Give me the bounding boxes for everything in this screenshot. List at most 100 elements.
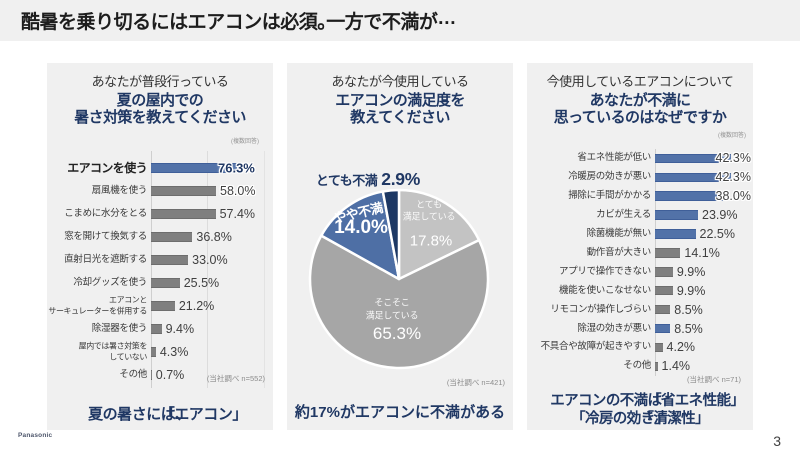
- panel-complaints-source: (当社調べ n=71): [687, 375, 741, 384]
- bar: [151, 278, 180, 289]
- bar: [655, 229, 696, 239]
- panel-satisfaction-header: あなたが今使用している: [331, 74, 469, 89]
- bar-category-label: 掃除に手間がかかる: [568, 189, 651, 201]
- pie-label-somewhat-satisfied: そこそこ 満足している: [366, 297, 419, 322]
- bar-value: 38.0%: [715, 189, 751, 204]
- bar: [655, 323, 671, 334]
- panel-title-line: 教えてください: [350, 109, 450, 127]
- bar-value: 8.5%: [674, 302, 703, 317]
- panel-satisfaction-takeaway: 約17%がエアコンに不満がある: [287, 404, 513, 421]
- bar-value: 4.3%: [159, 345, 189, 360]
- pie-slice: [397, 188, 481, 281]
- pie-slice: [381, 188, 401, 281]
- bar-value: 42.3%: [715, 151, 751, 166]
- panel-satisfaction-source: (当社調べ n=421): [446, 378, 505, 387]
- bar-row: 直射日光を遮断する 33.0%: [47, 248, 273, 271]
- gridline-0pct: [655, 149, 656, 376]
- bar-row: 不具合や故障が起きやすい 4.2%: [527, 338, 753, 357]
- bar-row: 除菌機能が無い 22.5%: [527, 225, 753, 244]
- bar: [151, 301, 175, 312]
- bar-row: リモコンが操作しづらい 8.5%: [527, 300, 753, 319]
- pie-label-very-satisfied: とても 満足している: [403, 199, 456, 222]
- gridline-100pct: [263, 150, 265, 388]
- bar-row: 屋内では暑さ対策を していない 4.3%: [47, 341, 273, 364]
- bar-category-label: 除湿器を使う: [91, 322, 148, 334]
- bar-value: 21.2%: [178, 299, 215, 314]
- heat-measures-bar-chart: エアコンを使う 76.3% 扇風機を使う 58.0% こまめに水分をとる 57.4% 窓を開…: [47, 150, 273, 388]
- bar-category-label: 除菌機能が無い: [586, 227, 652, 239]
- takeaway-line: 夏の暑さには、「エアコン」: [88, 406, 240, 423]
- bar-value: 36.8%: [196, 229, 232, 244]
- bar-category-label: 冷暖房の効きが悪い: [568, 171, 651, 183]
- bar: [655, 248, 681, 258]
- bar-category-label: カビが生える: [596, 208, 651, 220]
- bar-row: 除湿器を使う 9.4%: [47, 318, 273, 341]
- bar-value: 42.3%: [715, 170, 751, 185]
- bar-row: 冷却グッズを使う 25.5%: [47, 272, 273, 295]
- pie-label-line: そこそこ: [374, 297, 410, 308]
- panasonic-logo: Panasonic: [18, 432, 53, 439]
- bar-category-label: リモコンが操作しづらい: [550, 303, 651, 315]
- panel-heat-header: あなたが普段行っている: [91, 74, 229, 89]
- bar: [655, 153, 732, 164]
- pie-slice: [308, 234, 490, 370]
- bar-row: カビが生える 23.9%: [527, 206, 753, 225]
- bar-value: 33.0%: [192, 252, 228, 267]
- bar-row: 扇風機を使う 58.0%: [47, 179, 273, 202]
- bar-category-label: エアコンと サーキュレーターを併用する: [48, 296, 147, 317]
- bar: [655, 191, 724, 201]
- bar-value: 25.5%: [183, 276, 220, 291]
- bar-category-label: 扇風機を使う: [91, 184, 148, 196]
- bar: [655, 304, 671, 315]
- bar: [151, 208, 216, 219]
- bar-value: 9.9%: [676, 283, 706, 298]
- panel-complaints-header: 今使用しているエアコンについて: [546, 74, 734, 89]
- bar: [151, 324, 162, 335]
- bar-value: 0.7%: [155, 368, 185, 383]
- bar: [655, 361, 658, 372]
- bar-value: 8.5%: [674, 321, 703, 336]
- panel-heat-title: 夏の屋内での 暑さ対策を教えてください: [47, 92, 273, 126]
- panel-complaints-note: (複数回答): [718, 133, 746, 139]
- bar-value: 4.2%: [666, 340, 696, 355]
- bar-category-label: 機能を使いこなせない: [558, 284, 651, 296]
- panel-title-line: エアコンの満足度を: [335, 92, 465, 109]
- bar: [151, 162, 237, 173]
- bar: [655, 267, 673, 277]
- bar-category-label: その他: [119, 369, 147, 381]
- pie-slice: [320, 190, 401, 281]
- bar-category-label: 屋内では暑さ対策を していない: [79, 342, 148, 363]
- bar-category-label: 直射日光を遮断する: [64, 253, 147, 265]
- satisfaction-pie-chart: [308, 188, 490, 370]
- pie-callout-very-dissatisfied: とても不満 2.9%: [316, 169, 420, 190]
- pie-label-very-dissatisfied: とても不満: [315, 173, 378, 188]
- bar: [655, 172, 732, 183]
- panel-complaints-takeaway: エアコンの不満は「省エネ性能」 「冷房の効き」「清潔性」: [527, 392, 753, 428]
- panel-title-line: 暑さ対策を教えてください: [74, 109, 246, 127]
- bar-category-label: アプリで操作できない: [558, 265, 651, 277]
- pie-label-line: 満足している: [365, 310, 419, 320]
- bar-row: アプリで操作できない 9.9%: [527, 262, 753, 281]
- bar-value: 58.0%: [220, 183, 256, 198]
- pie-value-very-satisfied: 17.8%: [409, 232, 453, 250]
- bar-category-label-line: サーキュレーターを併用する: [48, 306, 147, 316]
- bar-value: 14.1%: [684, 245, 720, 260]
- bar-row: 掃除に手間がかかる 38.0%: [527, 187, 753, 206]
- page-number: 3: [773, 433, 781, 449]
- panel-title-line: あなたが不満に: [589, 92, 691, 109]
- pie-value-very-dissatisfied: 2.9%: [381, 169, 420, 189]
- bar: [655, 342, 663, 353]
- bar: [655, 210, 699, 220]
- bar-value: 76.3%: [218, 160, 255, 176]
- bar-row: 窓を開けて換気する 36.8%: [47, 225, 273, 248]
- panel-heat-note: (複数回答): [231, 139, 259, 145]
- panel-complaints-title: あなたが不満に 思っているのはなぜですか: [527, 92, 753, 126]
- gridline-50pct: [207, 150, 209, 388]
- panel-heat-takeaway: 夏の暑さには、「エアコン」: [47, 406, 273, 423]
- takeaway-line: エアコンの不満は「省エネ性能」: [550, 393, 738, 409]
- bar: [151, 231, 193, 242]
- bar-category-label: こまめに水分をとる: [64, 207, 147, 219]
- panel-heat-source: (当社調べ n=552): [206, 374, 265, 383]
- slide-title: 酷暑を乗り切るにはエアコンは必須。一方で不満が…: [21, 8, 458, 33]
- takeaway-line: 約17%がエアコンに不満がある: [294, 404, 506, 421]
